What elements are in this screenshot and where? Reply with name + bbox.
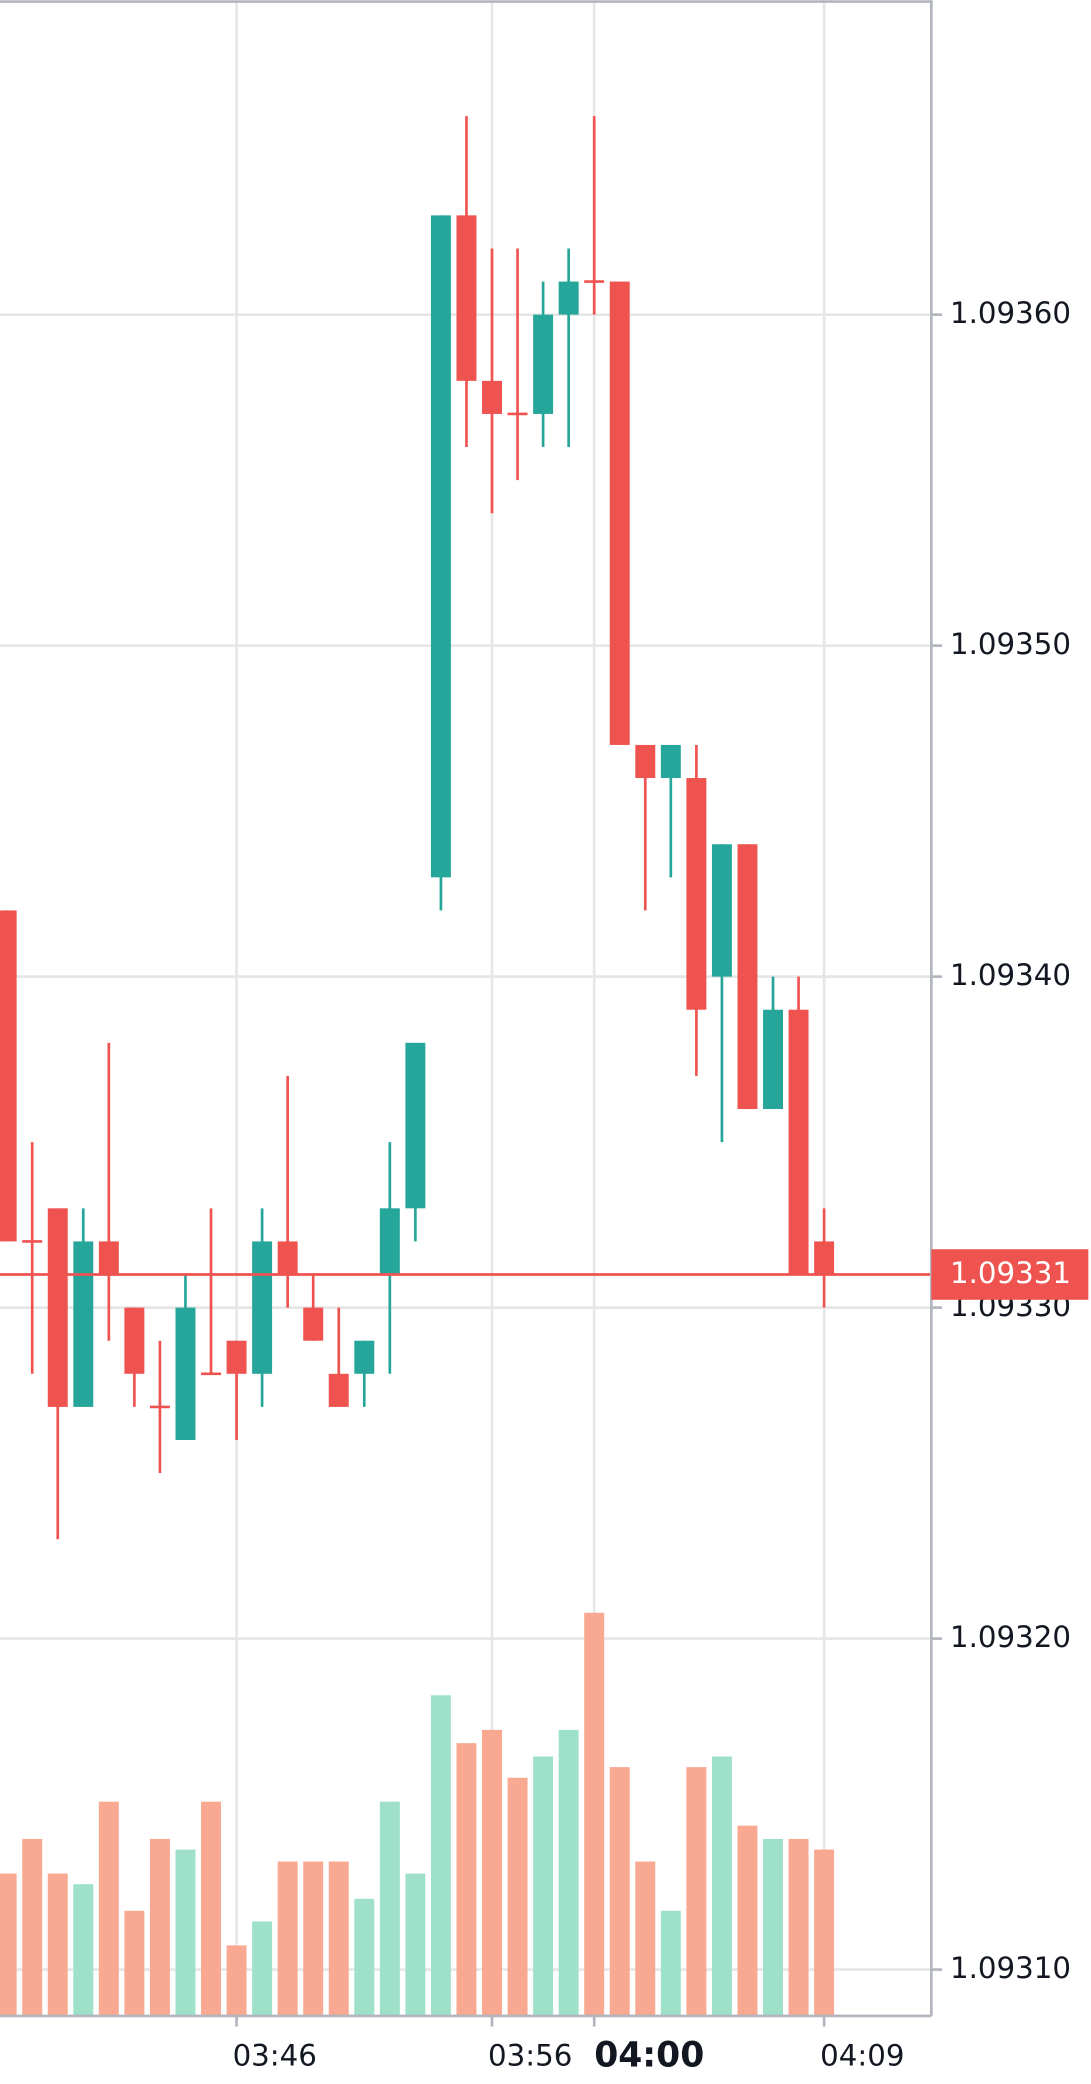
x-tick-label: 04:09 [820,2039,904,2073]
candle-body [303,1307,324,1341]
candle-body [124,1307,145,1374]
y-tick-label: 1.09340 [950,958,1071,992]
y-tick-label: 1.09360 [950,296,1071,330]
candle-body [456,215,477,381]
volume-bar [354,1898,375,2016]
last-price-box [931,1249,1089,1300]
candle-body [47,1208,68,1407]
candle-body [533,314,554,414]
candle-body [609,281,630,745]
candle-body [379,1208,400,1275]
volume-bar [252,1921,273,2016]
candle-body [737,844,758,1110]
volume-bar [405,1873,426,2016]
volume-bar [609,1767,630,2016]
x-tick-label: 03:56 [488,2039,572,2073]
candle-body [482,380,502,414]
volume-bar [175,1849,196,2016]
candle-body [711,844,732,977]
candle-body [660,744,681,779]
candle-body [354,1340,375,1374]
volume-bar [430,1695,451,2016]
last-price-label: 1.09331 [950,1256,1071,1290]
volume-bar [379,1801,400,2016]
volume-bar [584,1612,605,2016]
candle-body [788,1009,809,1275]
candle-body [558,281,579,315]
volume-bar [558,1729,579,2016]
volume-bar [456,1743,477,2016]
volume-bar [0,1873,17,2016]
candle-body [98,1241,119,1275]
candle-body [0,910,17,1242]
volume-bar [660,1910,681,2016]
volume-bar [303,1861,324,2016]
candle-body [175,1307,196,1441]
candle-body [226,1340,247,1374]
candle-body [277,1241,298,1275]
volume-bar [73,1884,94,2016]
volume-bar [22,1838,43,2016]
candle-body [430,215,451,878]
candle-pane [0,116,932,1540]
x-tick-label: 03:46 [233,2039,317,2073]
volume-bar [277,1861,298,2016]
candle-body [635,744,656,779]
x-tick-label: 04:00 [594,2036,704,2076]
y-tick-label: 1.09320 [950,1620,1071,1654]
volume-bar [328,1861,349,2016]
volume-bar [124,1910,145,2016]
volume-bar [788,1838,809,2016]
y-tick-label: 1.09350 [950,627,1071,661]
volume-pane [0,1612,835,2016]
volume-bar [226,1945,247,2016]
candle-body [328,1373,349,1407]
volume-bar [686,1767,707,2016]
volume-bar [482,1729,502,2016]
volume-bar [763,1838,783,2016]
volume-bar [201,1801,221,2016]
volume-bar [533,1756,554,2016]
candle-body [252,1241,273,1374]
volume-bar [149,1838,170,2016]
candle-body [686,778,707,1010]
candle-body [405,1042,426,1209]
volume-bar [635,1861,656,2016]
volume-bar [47,1873,68,2016]
volume-bar [814,1849,835,2016]
candle-body [763,1009,783,1110]
volume-bar [711,1756,732,2016]
candle-body [814,1241,835,1275]
volume-bar [98,1801,119,2016]
candle-body [73,1241,94,1407]
y-tick-label: 1.09310 [950,1951,1071,1985]
volume-bar [507,1777,528,2016]
axes: 1.093101.093201.093301.093401.093501.093… [233,296,1089,2076]
volume-bar [737,1825,758,2016]
